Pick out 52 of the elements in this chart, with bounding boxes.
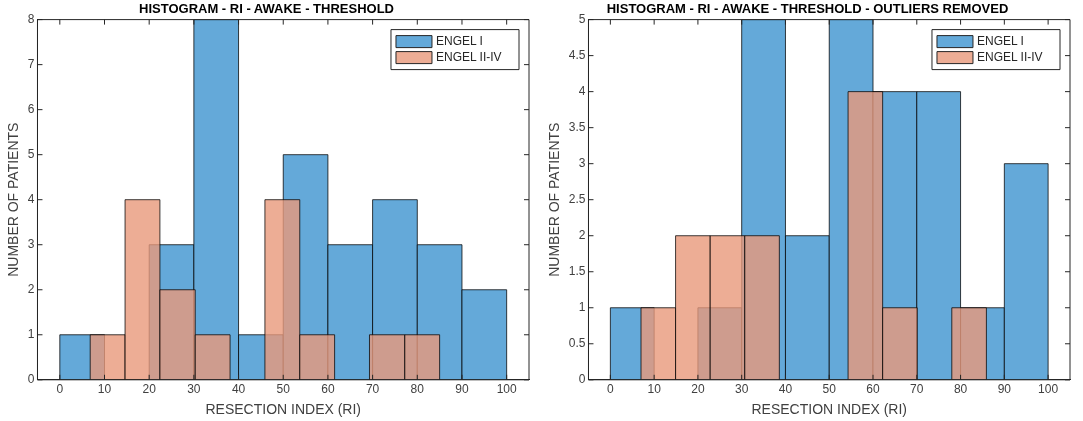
y-tick-label: 4 bbox=[578, 83, 586, 98]
y-tick-label: 0 bbox=[578, 372, 586, 387]
x-tick-label: 90 bbox=[455, 382, 469, 397]
x-axis-title: RESECTION INDEX (RI) bbox=[205, 401, 362, 418]
x-tick-label: 60 bbox=[321, 382, 335, 397]
x-tick-label: 40 bbox=[231, 382, 246, 397]
x-tick-label: 30 bbox=[187, 382, 201, 397]
y-tick-label: 1 bbox=[27, 327, 35, 342]
x-tick-label: 70 bbox=[365, 382, 380, 397]
x-tick-label: 100 bbox=[1038, 382, 1059, 397]
x-tick-label: 90 bbox=[997, 382, 1012, 397]
x-tick-label: 40 bbox=[778, 382, 793, 397]
y-tick-label: 8 bbox=[27, 11, 35, 26]
y-tick-label: 7 bbox=[27, 56, 35, 71]
x-tick-label: 100 bbox=[496, 382, 517, 397]
y-tick-label: 2 bbox=[27, 282, 35, 297]
x-tick-label: 80 bbox=[953, 382, 968, 397]
y-tick-label: 4.5 bbox=[568, 47, 586, 62]
x-tick-label: 50 bbox=[276, 382, 291, 397]
legend-label: ENGEL I bbox=[435, 33, 483, 48]
x-tick-label: 70 bbox=[910, 382, 924, 397]
y-tick-label: 5 bbox=[27, 146, 35, 161]
x-tick-label: 0 bbox=[607, 382, 615, 397]
x-tick-label: 60 bbox=[866, 382, 881, 397]
legend-label: ENGEL I bbox=[976, 33, 1024, 48]
x-tick-label: 0 bbox=[56, 382, 64, 397]
y-tick-label: 3.5 bbox=[568, 119, 586, 134]
legend-label: ENGEL II-IV bbox=[976, 49, 1043, 64]
x-tick-label: 80 bbox=[410, 382, 425, 397]
y-tick-label: 1.5 bbox=[568, 264, 586, 279]
y-tick-label: 3 bbox=[578, 155, 586, 170]
y-axis-title: NUMBER OF PATIENTS bbox=[546, 122, 563, 277]
legend-label: ENGEL II-IV bbox=[435, 49, 502, 64]
y-tick-label: 0 bbox=[27, 372, 35, 387]
x-tick-label: 10 bbox=[647, 382, 662, 397]
x-tick-label: 20 bbox=[142, 382, 157, 397]
y-tick-label: 2.5 bbox=[568, 192, 586, 207]
chart-title: HISTOGRAM - RI - AWAKE - THRESHOLD - OUTLIERS REMOVED bbox=[606, 1, 1009, 17]
x-tick-label: 50 bbox=[822, 382, 837, 397]
chart-title: HISTOGRAM - RI - AWAKE - THRESHOLD bbox=[139, 1, 394, 17]
x-tick-label: 20 bbox=[691, 382, 705, 397]
y-tick-label: 5 bbox=[578, 11, 586, 26]
y-tick-label: 0.5 bbox=[568, 336, 586, 351]
y-tick-label: 6 bbox=[27, 101, 35, 116]
x-tick-label: 30 bbox=[735, 382, 749, 397]
y-tick-label: 1 bbox=[578, 300, 586, 315]
y-axis-title: NUMBER OF PATIENTS bbox=[5, 122, 22, 277]
x-axis-title: RESECTION INDEX (RI) bbox=[751, 401, 908, 418]
y-tick-label: 2 bbox=[578, 228, 586, 243]
y-tick-label: 4 bbox=[27, 192, 35, 207]
x-tick-label: 10 bbox=[97, 382, 112, 397]
y-tick-label: 3 bbox=[27, 237, 35, 252]
